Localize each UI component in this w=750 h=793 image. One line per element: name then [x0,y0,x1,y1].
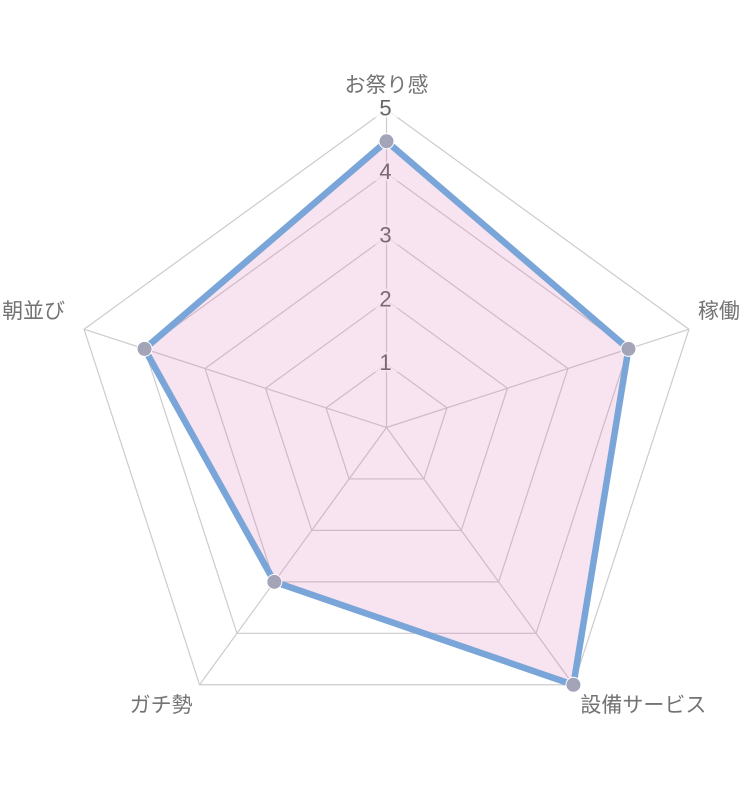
radar-grid-ring [325,363,448,480]
radar-tick-labels: 1 2 3 4 5 [374,96,399,375]
tick-label: 1 [379,350,391,375]
radar-grid-ring [204,235,569,583]
axis-label: ガチ勢 [130,694,193,717]
axis-label: 設備サービス [580,694,706,717]
tick-label-backdrop [374,97,399,118]
radar-axis-line [199,427,387,686]
radar-grid-ring [83,108,690,686]
radar-axis-line [83,328,387,429]
tick-label: 3 [379,223,391,248]
radar-data-series [141,138,632,689]
radar-data-point[interactable] [620,340,637,357]
tick-label: 4 [379,159,391,184]
tick-label-backdrop [374,351,399,372]
radar-axis-line [386,328,690,429]
radar-grid [83,108,690,686]
radar-data-point[interactable] [565,676,582,693]
tick-label: 2 [379,286,391,311]
tick-label: 5 [379,96,391,121]
radar-data-points [136,133,637,693]
tick-label-backdrop [374,224,399,245]
radar-data-polygon [141,138,632,689]
tick-label-backdrop [374,161,399,182]
radar-data-point[interactable] [266,573,283,590]
radar-data-point[interactable] [136,340,153,357]
axis-label: 朝並び [2,300,65,323]
axis-label: 稼働 [698,300,740,323]
radar-data-point[interactable] [378,133,395,150]
tick-label-backdrop [374,288,399,309]
radar-axis-line [386,427,574,686]
radar-grid-ring [143,172,630,634]
radar-grid-ring [264,299,509,532]
axis-label: お祭り感 [345,74,429,97]
